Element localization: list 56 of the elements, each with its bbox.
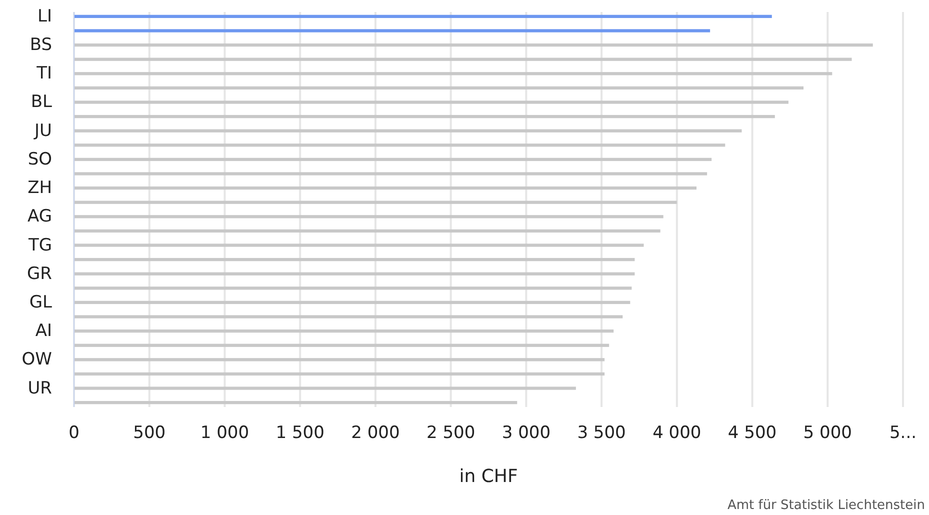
bar: [74, 200, 677, 204]
x-tick-label: 4 000: [652, 423, 702, 443]
bar: [74, 29, 710, 32]
bar: [74, 300, 630, 304]
bar: [74, 14, 772, 18]
y-tick-label: UR: [28, 378, 52, 398]
y-tick-label: GR: [27, 264, 52, 284]
bar: [74, 114, 775, 118]
y-tick-label: JU: [34, 120, 52, 141]
bar: [74, 286, 632, 290]
bar: [74, 129, 742, 132]
bar: [74, 244, 644, 247]
x-tick-label: 3 500: [577, 423, 626, 443]
bar: [74, 215, 664, 218]
bar: [74, 272, 635, 276]
text: Amt für Statistik Liechtenstein: [727, 498, 925, 513]
x-tick-label: 2 500: [426, 423, 476, 443]
bar: [74, 400, 518, 404]
y-tick-label: GL: [29, 292, 53, 312]
y-tick-label: ZH: [28, 178, 52, 198]
bar: [74, 344, 610, 347]
x-tick-label: 500: [133, 423, 166, 443]
x-tick-label: 1 000: [200, 423, 250, 443]
bar: [74, 358, 605, 362]
y-tick-label: BL: [30, 92, 53, 112]
y-tick-label: SO: [28, 149, 52, 170]
bar: [74, 158, 712, 162]
bar: [74, 144, 726, 147]
x-axis-title: in CHF: [459, 466, 518, 487]
x-tick-label: 5 000: [803, 423, 852, 443]
bar: [74, 258, 635, 262]
bar: [74, 329, 614, 333]
bar: [74, 372, 605, 376]
y-tick-label: AG: [27, 206, 52, 227]
bar: [74, 43, 873, 47]
y-tick-label: BS: [30, 35, 52, 56]
y-tick-label: OW: [22, 350, 52, 370]
bar: [74, 100, 788, 104]
bar: [74, 186, 697, 190]
bar: [74, 229, 660, 233]
x-tick-label: 2 000: [351, 423, 400, 443]
x-tick-label: 1 500: [276, 423, 324, 443]
bar: [74, 86, 804, 90]
bar: [74, 72, 832, 76]
bar: [74, 386, 576, 390]
x-tick-label: 3 000: [502, 423, 551, 443]
bar: [74, 58, 852, 61]
x-tick-label: 5...: [889, 423, 917, 443]
y-tick-label: TI: [36, 64, 52, 84]
bar: [74, 172, 708, 176]
x-tick-label: 0: [68, 423, 80, 443]
bar: [74, 315, 623, 318]
y-tick-label: LI: [38, 6, 52, 26]
y-tick-label: TG: [27, 235, 52, 256]
y-tick-label: AI: [35, 321, 52, 342]
x-tick-label: 4 500: [728, 423, 777, 443]
